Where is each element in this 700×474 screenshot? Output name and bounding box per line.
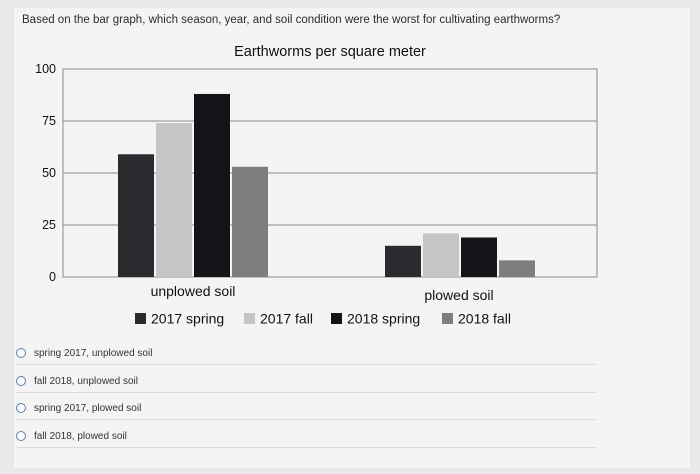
bar: [499, 260, 535, 277]
legend-label: 2017 spring: [151, 311, 224, 327]
y-tick-label: 0: [49, 270, 56, 284]
bar: [385, 245, 421, 277]
chart-title: Earthworms per square meter: [234, 44, 426, 60]
y-tick-label: 100: [35, 62, 56, 76]
bars: [118, 93, 535, 278]
legend-label: 2018 spring: [347, 311, 420, 327]
radio-icon[interactable]: [16, 403, 26, 413]
bar: [423, 233, 459, 277]
bar: [156, 123, 192, 277]
answer-option-label: spring 2017, unplowed soil: [34, 347, 153, 359]
legend-swatch: [244, 313, 255, 324]
radio-icon[interactable]: [16, 431, 26, 441]
bar: [461, 237, 497, 277]
question-text: Based on the bar graph, which season, ye…: [22, 14, 561, 26]
category-label: unplowed soil: [151, 283, 236, 299]
radio-icon[interactable]: [16, 376, 26, 386]
answer-option[interactable]: fall 2018, unplowed soil: [16, 370, 596, 393]
legend-swatch: [442, 313, 453, 324]
y-tick-label: 50: [42, 166, 56, 180]
legend-swatch: [135, 313, 146, 324]
y-tick-label: 75: [42, 114, 56, 128]
answer-option[interactable]: fall 2018, plowed soil: [16, 425, 596, 448]
answer-option[interactable]: spring 2017, unplowed soil: [16, 342, 596, 365]
answer-option-label: fall 2018, unplowed soil: [34, 375, 138, 387]
legend-swatch: [331, 313, 342, 324]
legend-label: 2018 fall: [458, 311, 511, 327]
bar: [232, 166, 268, 277]
category-labels: unplowed soil plowed soil: [151, 283, 494, 303]
answer-option[interactable]: spring 2017, plowed soil: [16, 397, 596, 420]
answer-option-label: fall 2018, plowed soil: [34, 430, 127, 442]
legend: 2017 spring 2017 fall 2018 spring 2018 fall: [135, 311, 511, 327]
category-label: plowed soil: [424, 287, 493, 303]
legend-label: 2017 fall: [260, 311, 313, 327]
answer-option-label: spring 2017, plowed soil: [34, 402, 142, 414]
bar-chart: Earthworms per square meter 0 25 50 75 100 u…: [35, 44, 598, 327]
radio-icon[interactable]: [16, 348, 26, 358]
y-tick-label: 25: [42, 218, 56, 232]
bar: [194, 93, 230, 278]
y-axis-ticks: 0 25 50 75 100: [35, 62, 56, 284]
bar: [118, 154, 154, 277]
